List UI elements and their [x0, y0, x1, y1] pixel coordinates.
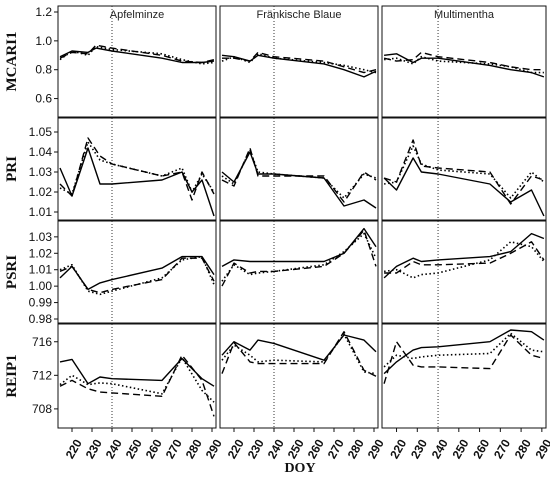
series-line-dashed [222, 51, 377, 74]
x-tick-label: 230 [245, 437, 267, 462]
series-line-dotted [383, 332, 545, 368]
series-line-solid [221, 227, 377, 268]
series-line-dotted [221, 333, 377, 375]
x-tick-label: 220 [63, 437, 85, 462]
x-tick-label: 280 [512, 437, 534, 462]
series-line-solid [59, 147, 215, 217]
y-tick-label: 1.02 [29, 246, 53, 260]
x-tick-label: 230 [83, 437, 105, 462]
y-tick-label: 1.04 [29, 145, 53, 159]
y-tick-label: 1.2 [35, 5, 52, 19]
y-tick-label: 1.00 [29, 279, 53, 293]
facet-title: Multimentha [434, 9, 495, 21]
series-line-dotted [383, 241, 545, 279]
x-tick-label: 290 [365, 437, 387, 462]
y-tick-label: 712 [32, 368, 52, 382]
panel-frame [57, 323, 217, 429]
x-tick-label: 270 [325, 437, 347, 462]
series-line-dashed [383, 139, 545, 205]
series-line-solid [59, 357, 215, 387]
series-line-dashed [221, 331, 377, 377]
panel-frame [381, 323, 547, 429]
x-tick-label: 290 [203, 437, 225, 462]
x-tick-label: 250 [449, 437, 471, 462]
series-line-dashed [59, 257, 215, 294]
x-tick-label: 240 [265, 437, 287, 462]
series-line-dashed [221, 147, 377, 203]
y-tick-label: 0.98 [29, 312, 53, 326]
series-line-dotted [383, 145, 545, 199]
series-line-dashed [384, 241, 545, 274]
panel-frame [381, 220, 547, 324]
y-tick-label: 0.6 [35, 92, 52, 106]
x-axis-title: DOY [284, 461, 315, 476]
panel-frame [381, 5, 547, 118]
series-line-dashed [59, 44, 215, 64]
y-tick-label: 1.02 [29, 185, 53, 199]
panel-frame [219, 117, 379, 221]
series-line-solid [59, 47, 215, 64]
series-line-dotted [59, 141, 215, 195]
series-line-dashed [221, 229, 377, 287]
x-tick-label: 260 [470, 437, 492, 462]
y-tick-label: 1.01 [29, 205, 53, 219]
y-tick-label: 0.99 [29, 296, 53, 310]
x-tick-label: 230 [408, 437, 430, 462]
x-tick-label: 220 [387, 437, 409, 462]
panel-frame [57, 5, 217, 118]
row-label-pri: PRI [4, 156, 20, 182]
x-tick-label: 220 [225, 437, 247, 462]
x-tick-label: 270 [163, 437, 185, 462]
y-tick-label: 708 [32, 402, 52, 416]
x-tick-label: 280 [345, 437, 367, 462]
x-tick-label: 240 [429, 437, 451, 462]
y-tick-label: 1.03 [29, 165, 53, 179]
panel-frame [219, 5, 379, 118]
series-line-solid [221, 54, 377, 78]
facet-title: Fränkische Blaue [257, 9, 342, 21]
x-tick-label: 280 [183, 437, 205, 462]
series-line-dotted [59, 45, 215, 65]
series-line-solid [384, 53, 545, 78]
row-label-mcari1: MCARI1 [4, 32, 20, 92]
panel-frame [57, 117, 217, 221]
y-tick-label: 0.8 [35, 63, 52, 77]
x-tick-label: 240 [103, 437, 125, 462]
y-tick-label: 1.03 [29, 230, 53, 244]
panel-frame [219, 220, 379, 324]
row-label-psri: PSRI [4, 255, 20, 289]
series-line-dotted [59, 255, 215, 296]
series-line-dotted [221, 149, 377, 199]
row-label-reip1: REIP1 [4, 354, 20, 397]
x-tick-label: 250 [123, 437, 145, 462]
series-line-dotted [59, 356, 215, 403]
series-line-dashed [59, 354, 215, 417]
series-line-solid [383, 232, 545, 279]
x-tick-label: 290 [533, 437, 550, 462]
panel-frame [57, 220, 217, 324]
y-tick-label: 1.05 [29, 125, 53, 139]
y-tick-label: 716 [32, 335, 52, 349]
x-tick-label: 260 [143, 437, 165, 462]
series-line-dashed [383, 334, 545, 384]
series-line-solid [221, 334, 377, 361]
panel-frame [381, 117, 547, 221]
y-tick-label: 1.0 [35, 34, 52, 48]
series-line-dashed [59, 137, 215, 201]
x-tick-label: 250 [285, 437, 307, 462]
panel-frame [219, 323, 379, 429]
plot-area: MCARI1 0.6 0.8 1.0 1.2 Apfelminze Fränkische B… [4, 5, 550, 461]
y-tick-label: 1.01 [29, 263, 53, 277]
series-line-dotted [221, 232, 377, 282]
x-tick-label: 270 [491, 437, 513, 462]
series-line-solid [383, 329, 545, 375]
x-tick-label: 260 [305, 437, 327, 462]
facet-title: Apfelminze [110, 9, 164, 21]
series-line-solid [383, 157, 545, 217]
series-line-dashed [383, 51, 544, 71]
